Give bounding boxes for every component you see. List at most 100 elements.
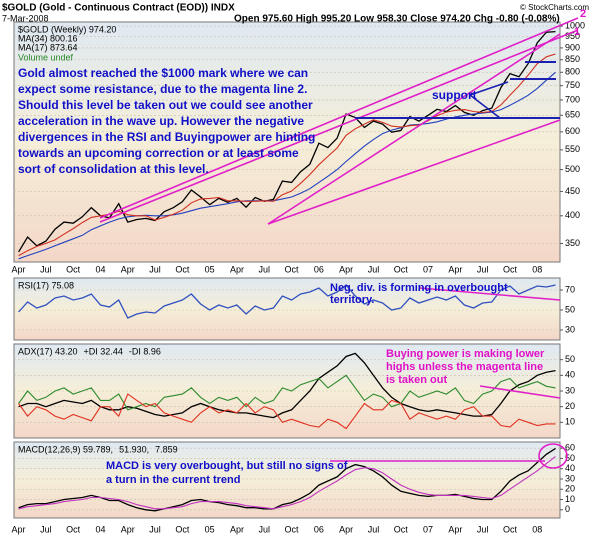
y-tick-label: 900 bbox=[565, 42, 580, 52]
y-tick-label: 10 bbox=[565, 417, 575, 427]
note: divergences in the RSI and Buyingpower a… bbox=[18, 130, 315, 144]
magenta-line-2 bbox=[99, 17, 579, 219]
x-tick-label: Apr bbox=[448, 264, 462, 274]
y-tick-label: 30 bbox=[565, 385, 575, 395]
x-tick-label: Apr bbox=[230, 264, 244, 274]
note: MACD is very overbought, but still no si… bbox=[106, 460, 348, 472]
x-tick-label: 05 bbox=[205, 524, 215, 534]
legend-entry: MA(17) 873.64 bbox=[18, 42, 78, 52]
y-tick-label: 60 bbox=[565, 443, 575, 453]
series-line bbox=[18, 30, 556, 253]
y-tick-label: 1000 bbox=[565, 20, 585, 30]
symbol: $GOLD (Gold - Continuous Contract (EOD))… bbox=[2, 3, 235, 14]
adx-line bbox=[479, 385, 561, 399]
series-line bbox=[18, 456, 556, 510]
x-tick-label: Apr bbox=[121, 264, 135, 274]
y-tick-label: 30 bbox=[565, 324, 575, 334]
note: Should this level be taken out we could … bbox=[18, 98, 313, 112]
series-line bbox=[18, 374, 556, 411]
quote: Open 975.60 High 995.20 Low 958.30 Close… bbox=[234, 14, 560, 25]
arrow bbox=[469, 94, 501, 119]
x-tick-label: 06 bbox=[314, 524, 324, 534]
x-tick-label: 08 bbox=[532, 524, 542, 534]
x-tick-label: Oct bbox=[175, 264, 190, 274]
y-tick-label: 40 bbox=[565, 463, 575, 473]
macd-circle bbox=[538, 443, 568, 469]
note: expect some resistance, due to the magen… bbox=[18, 82, 307, 96]
x-tick-label: Oct bbox=[503, 524, 518, 534]
note: acceleration in the wave up. However the… bbox=[18, 114, 304, 128]
legend-entry: MACD(12,26,9) 59.789, bbox=[18, 444, 113, 454]
x-tick-label: Apr bbox=[339, 264, 353, 274]
series-line bbox=[18, 393, 556, 430]
x-tick-label: Apr bbox=[339, 524, 353, 534]
line-label: 2 bbox=[580, 8, 586, 20]
x-tick-label: Apr bbox=[121, 524, 135, 534]
support-label: support bbox=[432, 88, 477, 102]
note: is taken out bbox=[386, 374, 447, 386]
x-tick-label: Oct bbox=[66, 524, 81, 534]
x-tick-label: 04 bbox=[95, 264, 105, 274]
x-tick-label: Jul bbox=[40, 524, 52, 534]
y-tick-label: 950 bbox=[565, 31, 580, 41]
x-tick-label: Jul bbox=[149, 524, 161, 534]
rsi-divergence bbox=[419, 287, 561, 301]
y-tick-label: 30 bbox=[565, 473, 575, 483]
x-tick-label: Oct bbox=[503, 264, 518, 274]
y-tick-label: 500 bbox=[565, 164, 580, 174]
y-tick-label: 40 bbox=[565, 370, 575, 380]
x-tick-label: Jul bbox=[368, 524, 380, 534]
line-label: 1 bbox=[574, 26, 580, 38]
series-line bbox=[18, 352, 556, 419]
x-tick-label: Oct bbox=[394, 524, 409, 534]
y-tick-label: 850 bbox=[565, 54, 580, 64]
x-tick-label: Jul bbox=[477, 264, 489, 274]
x-tick-label: Jul bbox=[368, 264, 380, 274]
x-tick-label: 05 bbox=[205, 264, 215, 274]
note: sort of consolidation at this level. bbox=[18, 162, 209, 176]
x-tick-label: 08 bbox=[532, 264, 542, 274]
y-tick-label: 750 bbox=[565, 80, 580, 90]
marks: 3504004505005506006507007508008509009501… bbox=[12, 20, 585, 534]
x-tick-label: Jul bbox=[477, 524, 489, 534]
x-tick-label: Apr bbox=[12, 524, 26, 534]
rsi-panel bbox=[13, 277, 561, 341]
y-tick-label: 700 bbox=[565, 94, 580, 104]
y-tick-label: 0 bbox=[565, 504, 570, 514]
y-tick-label: 50 bbox=[565, 354, 575, 364]
note: highs unless the magenta line bbox=[386, 361, 543, 373]
y-tick-label: 20 bbox=[565, 401, 575, 411]
y-tick-label: 20 bbox=[565, 484, 575, 494]
x-tick-label: Jul bbox=[258, 524, 270, 534]
x-tick-label: Apr bbox=[12, 264, 26, 274]
legend-volume: Volume undef bbox=[18, 52, 74, 62]
x-tick-label: Oct bbox=[66, 264, 81, 274]
note: Neg. div. is forming in overbought bbox=[330, 282, 508, 294]
x-tick-label: 06 bbox=[314, 264, 324, 274]
x-tick-label: Oct bbox=[285, 264, 300, 274]
credit: © StockCharts.com bbox=[520, 3, 589, 12]
x-tick-label: Apr bbox=[230, 524, 244, 534]
x-tick-label: 04 bbox=[95, 524, 105, 534]
y-tick-label: 600 bbox=[565, 126, 580, 136]
trend-lines bbox=[99, 17, 579, 469]
x-tick-label: Jul bbox=[40, 264, 52, 274]
legend-entry: 51.930, bbox=[119, 444, 149, 454]
y-tick-label: 650 bbox=[565, 110, 580, 120]
arrow bbox=[469, 81, 509, 96]
y-tick-label: 10 bbox=[565, 494, 575, 504]
y-tick-label: 800 bbox=[565, 67, 580, 77]
date: 7-Mar-2008 bbox=[2, 13, 49, 23]
panel-title: RSI(17) 75.08 bbox=[18, 280, 74, 290]
y-tick-label: 400 bbox=[565, 210, 580, 220]
note: a turn in the current trend bbox=[106, 474, 240, 486]
legend-entry: +DI 32.44 bbox=[84, 346, 123, 356]
x-tick-label: Jul bbox=[258, 264, 270, 274]
legend-entry: -DI 8.96 bbox=[129, 346, 161, 356]
x-tick-label: Oct bbox=[285, 524, 300, 534]
y-tick-label: 450 bbox=[565, 186, 580, 196]
y-tick-label: 70 bbox=[565, 284, 575, 294]
magenta-line-2b bbox=[99, 29, 579, 223]
series-line bbox=[18, 284, 556, 319]
